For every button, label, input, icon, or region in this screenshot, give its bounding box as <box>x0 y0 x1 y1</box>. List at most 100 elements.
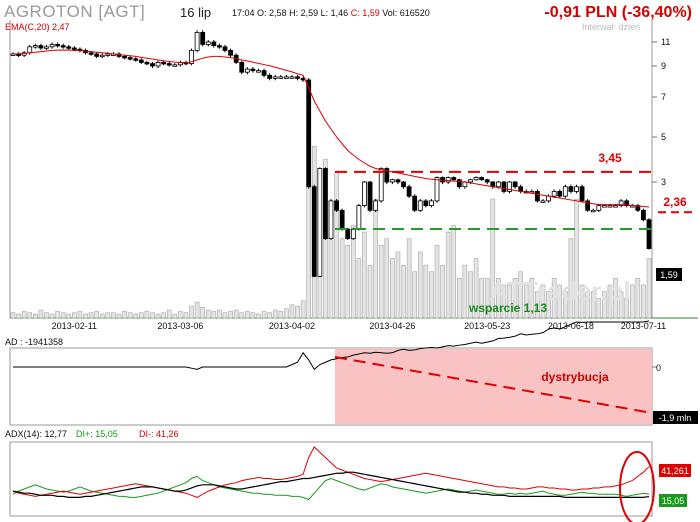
candle-body <box>568 186 574 192</box>
volume-bar <box>367 264 373 319</box>
candle-body <box>328 200 334 240</box>
candle-body <box>166 63 172 66</box>
ad-line <box>13 320 650 371</box>
candle-body <box>155 62 161 67</box>
candle-body <box>44 46 49 49</box>
candle-body <box>144 62 150 65</box>
volume-bar <box>423 264 429 319</box>
candle-body <box>194 32 200 51</box>
candle-body <box>618 200 624 207</box>
volume-bar <box>44 312 49 319</box>
volume-bar <box>356 258 362 319</box>
volume-bar <box>99 313 105 319</box>
candle-body <box>272 76 278 79</box>
volume-bar <box>501 284 507 319</box>
last-price-box <box>656 268 682 281</box>
candle-body <box>172 64 178 67</box>
candle-body <box>395 179 401 183</box>
volume-bar <box>233 309 239 319</box>
volume-bar <box>83 313 88 319</box>
volume-bar <box>579 284 585 319</box>
di-minus-line <box>12 446 650 498</box>
candle-body <box>484 179 490 183</box>
volume-bar <box>60 312 66 319</box>
volume-bar <box>178 311 183 319</box>
candle-body <box>434 177 440 202</box>
candle-body <box>228 50 233 56</box>
ad-y-tick-label: 0 <box>656 363 661 373</box>
volume-bar <box>38 309 44 319</box>
candle-body <box>479 177 485 181</box>
candle-body <box>150 63 155 67</box>
volume-bar <box>88 312 94 319</box>
candle-body <box>445 177 451 183</box>
volume-bar <box>629 284 635 319</box>
ad-last-value-label: -1,9 mln <box>659 413 692 423</box>
ad-panel-title: AD : -1941358 <box>5 337 63 347</box>
candle-body <box>601 205 607 208</box>
volume-bar <box>228 311 233 319</box>
high-label: H: 2,59 <box>289 8 319 18</box>
candle-body <box>646 219 652 249</box>
volume-bar <box>607 284 613 319</box>
volume-bar <box>401 264 406 319</box>
volume-bar <box>557 284 563 319</box>
volume-bar <box>94 311 99 319</box>
interval-label: Interwał: dzień <box>581 22 640 32</box>
volume-label: Vol: 616520 <box>382 8 430 18</box>
date-axis-label: 2013-06-18 <box>548 321 594 331</box>
ticker-title: AGROTON [AGT] <box>4 2 146 21</box>
volume-bar <box>189 305 194 319</box>
volume-bar <box>256 313 261 319</box>
candle-body <box>122 56 127 59</box>
adx-line <box>12 471 650 498</box>
candle-body <box>49 44 55 48</box>
candle-body <box>501 181 507 192</box>
candle-body <box>356 205 362 230</box>
di-minus-value-label: 41,261 <box>661 466 689 476</box>
candle-body <box>607 205 613 208</box>
candle-body <box>138 59 144 63</box>
candle-body <box>217 45 222 48</box>
volume-bar <box>490 198 496 319</box>
volume-bar <box>222 312 228 319</box>
distribution-trendline <box>334 356 653 414</box>
candle-body <box>317 168 323 277</box>
candle-body <box>127 57 133 60</box>
volume-bar <box>613 278 618 319</box>
volume-bar <box>295 305 300 319</box>
volume-bar <box>596 297 602 319</box>
volume-bar <box>590 291 596 319</box>
volume-bar <box>351 225 356 319</box>
di-plus-legend: DI+: 15,05 <box>76 429 118 439</box>
volume-bar <box>116 313 122 319</box>
price-y-tick-label: 5 <box>661 132 666 142</box>
date-axis-label: 2013-03-06 <box>157 321 203 331</box>
ohlc-readout: 17:04 O: 2,58 H: 2,59 L: 1,46 C: 1,59 Vo… <box>232 8 430 18</box>
candle-body <box>473 177 479 181</box>
candle-body <box>384 168 390 183</box>
distribution-label: dystrybucja <box>541 370 609 384</box>
volume-bar <box>27 312 33 319</box>
volume-bar <box>55 311 60 319</box>
volume-bar <box>417 251 423 319</box>
candle-body <box>613 205 618 208</box>
price-y-tick-label: 11 <box>661 37 670 47</box>
price-y-tick-label: 9 <box>661 61 666 71</box>
volume-bar <box>429 271 434 319</box>
date-axis-label: 2013-04-02 <box>269 321 315 331</box>
volume-bar <box>345 245 351 319</box>
open-label: O: 2,58 <box>257 8 287 18</box>
candle-body <box>507 181 512 192</box>
date-axis-label: 2013-07-11 <box>621 321 666 331</box>
watermark: ATTrader.pl <box>489 276 630 306</box>
volume-bar <box>568 238 574 319</box>
volume-bar <box>267 312 272 319</box>
candle-body <box>133 58 139 61</box>
date-label: 16 lip <box>180 5 212 20</box>
volume-bar <box>166 309 172 319</box>
date-axis-label: 2013-05-23 <box>464 321 510 331</box>
candle-body <box>451 177 457 181</box>
volume-bar <box>144 311 150 319</box>
volume-bar <box>563 291 568 319</box>
